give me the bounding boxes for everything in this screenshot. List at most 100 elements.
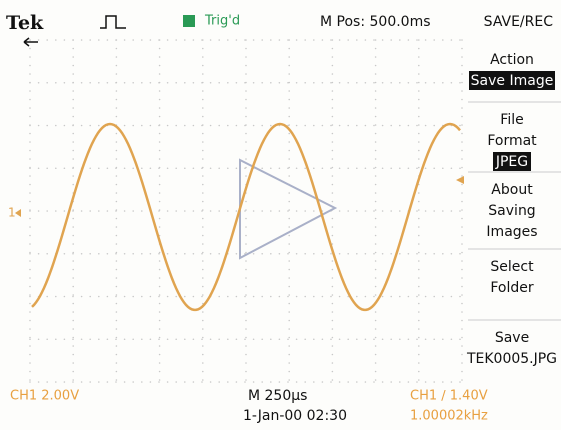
- grid-dot: [313, 167, 315, 169]
- grid-dot: [175, 253, 177, 255]
- grid-dot: [167, 167, 169, 169]
- grid-dot: [116, 48, 118, 50]
- grid-dot: [236, 253, 238, 255]
- menu-value: JPEG: [495, 154, 528, 170]
- grid-dot: [288, 48, 290, 50]
- grid-dot: [245, 269, 247, 271]
- grid-dot: [218, 210, 220, 212]
- grid-dot: [202, 371, 204, 373]
- grid-dot: [339, 39, 341, 41]
- grid-dot: [141, 381, 143, 383]
- grid-dot: [159, 294, 161, 296]
- grid-dot: [332, 150, 334, 152]
- grid-dot: [159, 133, 161, 135]
- grid-dot: [296, 82, 298, 84]
- grid-dot: [245, 379, 247, 381]
- grid-dot: [116, 192, 118, 194]
- grid-dot: [288, 99, 290, 101]
- frequency: 1.00002kHz: [410, 409, 488, 424]
- grid-dot: [159, 150, 161, 152]
- grid-dot: [332, 107, 334, 109]
- grid-dot: [313, 338, 315, 340]
- grid-dot: [288, 218, 290, 220]
- grid-dot: [124, 39, 126, 41]
- grid-dot: [116, 277, 118, 279]
- grid-dot: [236, 167, 238, 169]
- grid-dot: [64, 296, 66, 298]
- grid-dot: [159, 320, 161, 322]
- grid-dot: [218, 338, 220, 340]
- grid-dot: [375, 311, 377, 313]
- grid-dot: [107, 296, 109, 298]
- grid-dot: [46, 39, 48, 41]
- grid-dot: [159, 116, 161, 118]
- grid-dot: [158, 167, 160, 169]
- grid-dot: [365, 82, 367, 84]
- grid-dot: [244, 39, 246, 41]
- grid-dot: [288, 379, 290, 381]
- grid-dot: [29, 260, 31, 262]
- grid-dot: [159, 226, 161, 228]
- grid-dot: [373, 125, 375, 127]
- grid-dot: [202, 269, 204, 271]
- grid-dot: [72, 39, 74, 41]
- grid-dot: [418, 116, 420, 118]
- grid-dot: [461, 328, 463, 330]
- grid-dot: [150, 125, 152, 127]
- grid-dot: [175, 82, 177, 84]
- grid-dot: [89, 338, 91, 340]
- grid-dot: [270, 253, 272, 255]
- grid-dot: [459, 296, 461, 298]
- grid-dot: [116, 294, 118, 296]
- grid-dot: [451, 296, 453, 298]
- grid-dot: [288, 192, 290, 194]
- grid-dot: [124, 210, 126, 212]
- grid-dot: [115, 253, 117, 255]
- grid-dot: [202, 175, 204, 177]
- grid-dot: [288, 65, 290, 67]
- grid-dot: [382, 210, 384, 212]
- grid-dot: [175, 381, 177, 383]
- grid-dot: [451, 210, 453, 212]
- grid-dot: [218, 39, 220, 41]
- grid-dot: [461, 65, 463, 67]
- grid-dot: [236, 210, 238, 212]
- grid-dot: [375, 235, 377, 237]
- grid-dot: [64, 210, 66, 212]
- grid-dot: [72, 150, 74, 152]
- grid-dot: [288, 328, 290, 330]
- grid-dot: [29, 158, 31, 160]
- grid-dot: [81, 82, 83, 84]
- grid-dot: [141, 167, 143, 169]
- grid-dot: [390, 210, 392, 212]
- grid-dot: [184, 338, 186, 340]
- grid-dot: [55, 381, 57, 383]
- grid-dot: [304, 125, 306, 127]
- grid-dot: [116, 311, 118, 313]
- grid-dot: [210, 82, 212, 84]
- grid-dot: [107, 210, 109, 212]
- grid-dot: [116, 320, 118, 322]
- grid-dot: [288, 235, 290, 237]
- grid-dot: [29, 286, 31, 288]
- grid-dot: [261, 253, 263, 255]
- grid-dot: [115, 338, 117, 340]
- grid-dot: [288, 337, 290, 339]
- grid-dot: [418, 124, 420, 126]
- grid-dot: [375, 150, 377, 152]
- grid-dot: [159, 218, 161, 220]
- grid-dot: [288, 303, 290, 305]
- grid-dot: [270, 296, 272, 298]
- grid-dot: [332, 354, 334, 356]
- grid-dot: [115, 210, 117, 212]
- grid-dot: [141, 253, 143, 255]
- grid-dot: [46, 381, 48, 383]
- grid-dot: [116, 379, 118, 381]
- grid-dot: [81, 296, 83, 298]
- grid-dot: [72, 277, 74, 279]
- grid-dot: [29, 125, 31, 127]
- grid-dot: [72, 141, 74, 143]
- grid-dot: [332, 379, 334, 381]
- grid-dot: [288, 150, 290, 152]
- grid-dot: [425, 39, 427, 41]
